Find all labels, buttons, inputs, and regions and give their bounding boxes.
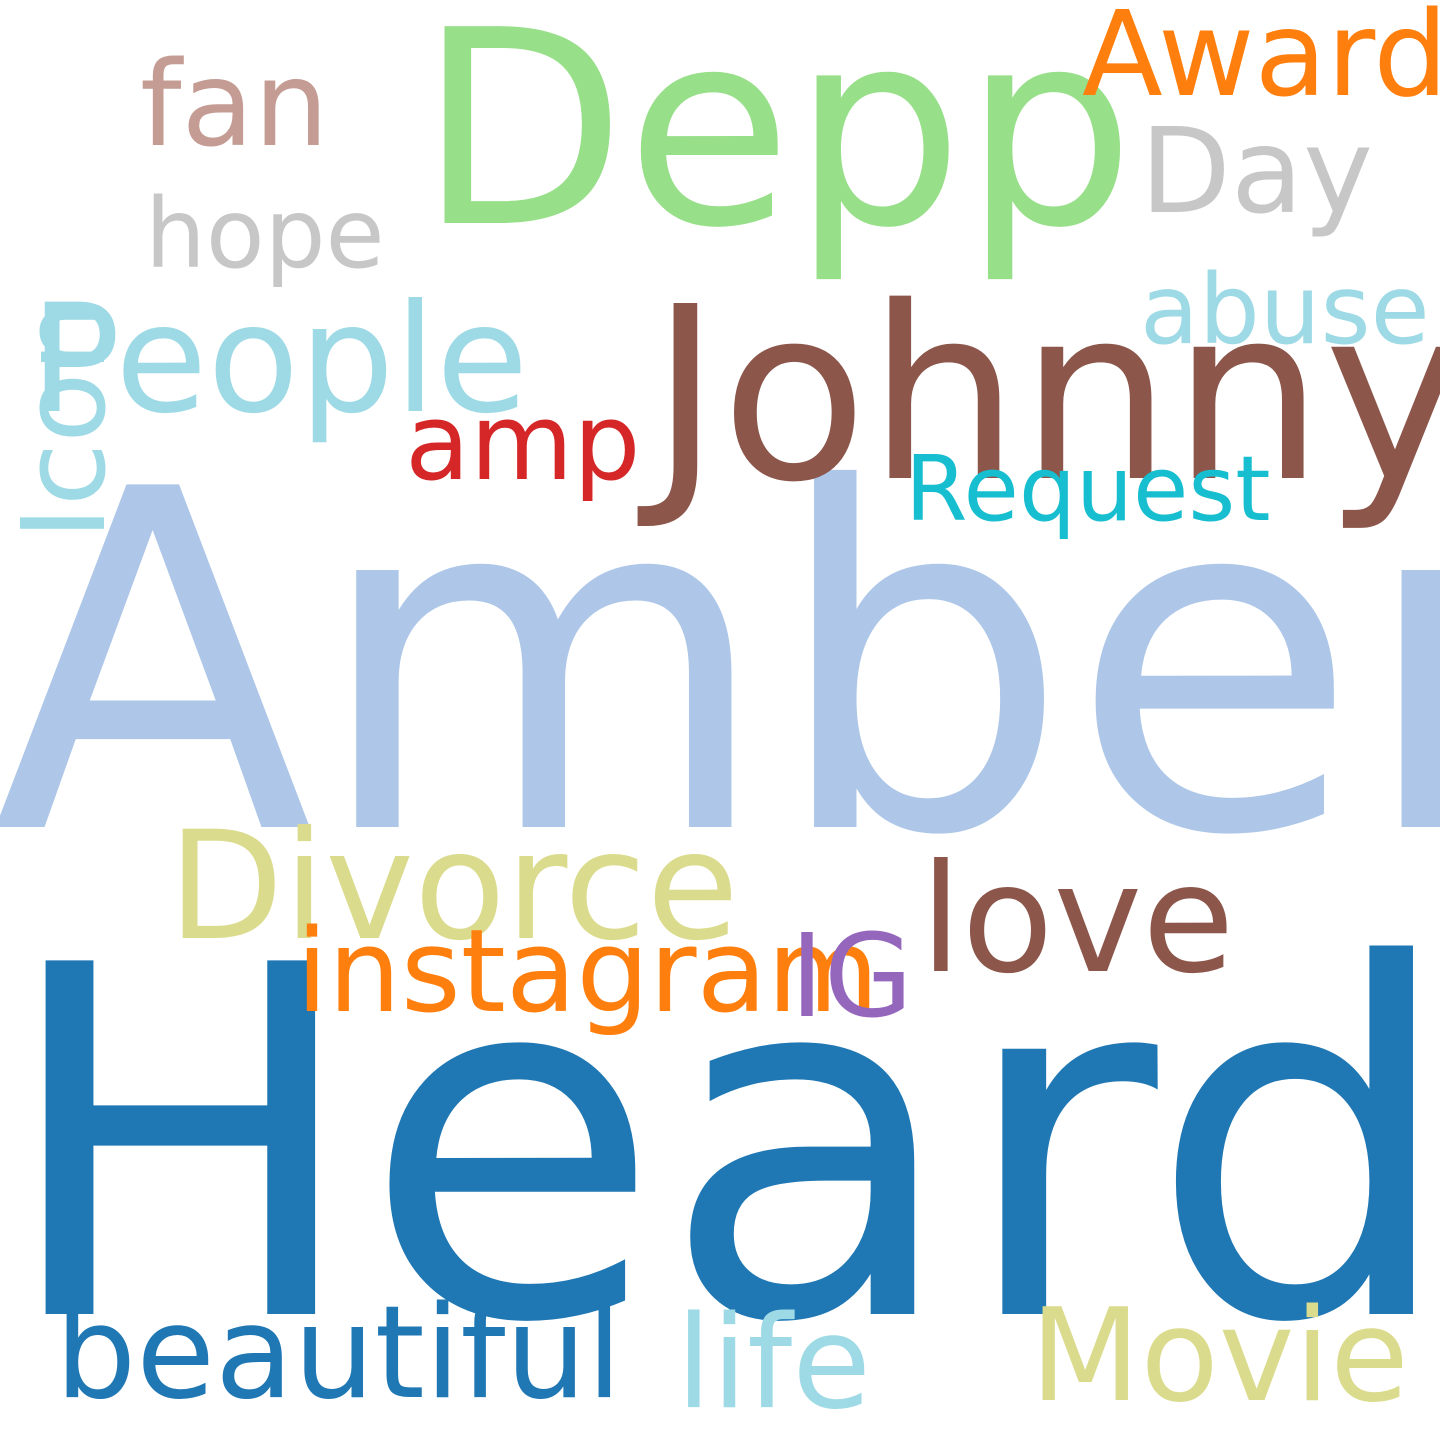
word-movie: Movie <box>1030 1282 1409 1431</box>
word-life: life <box>676 1289 871 1438</box>
word-amp: amp <box>405 381 641 504</box>
word-hope: hope <box>145 178 385 290</box>
word-award: Award <box>1082 0 1440 123</box>
word-day: Day <box>1140 102 1374 240</box>
word-people: People <box>30 273 529 447</box>
word-abuse: abuse <box>1140 254 1430 366</box>
word-ig: IG <box>790 910 914 1044</box>
word-amber: Amber <box>0 391 1440 938</box>
word-johnny: Johnny <box>650 255 1440 535</box>
word-request: Request <box>905 437 1271 542</box>
word-instagram: instagram <box>296 905 880 1039</box>
word-heard: Heard <box>0 865 1440 1429</box>
word-love: love <box>920 833 1235 1007</box>
word-beautiful: beautiful <box>55 1279 623 1428</box>
word-divorce: Divorce <box>168 800 739 974</box>
word-depp: Depp <box>418 0 1135 287</box>
word-fan: fan <box>140 35 329 173</box>
